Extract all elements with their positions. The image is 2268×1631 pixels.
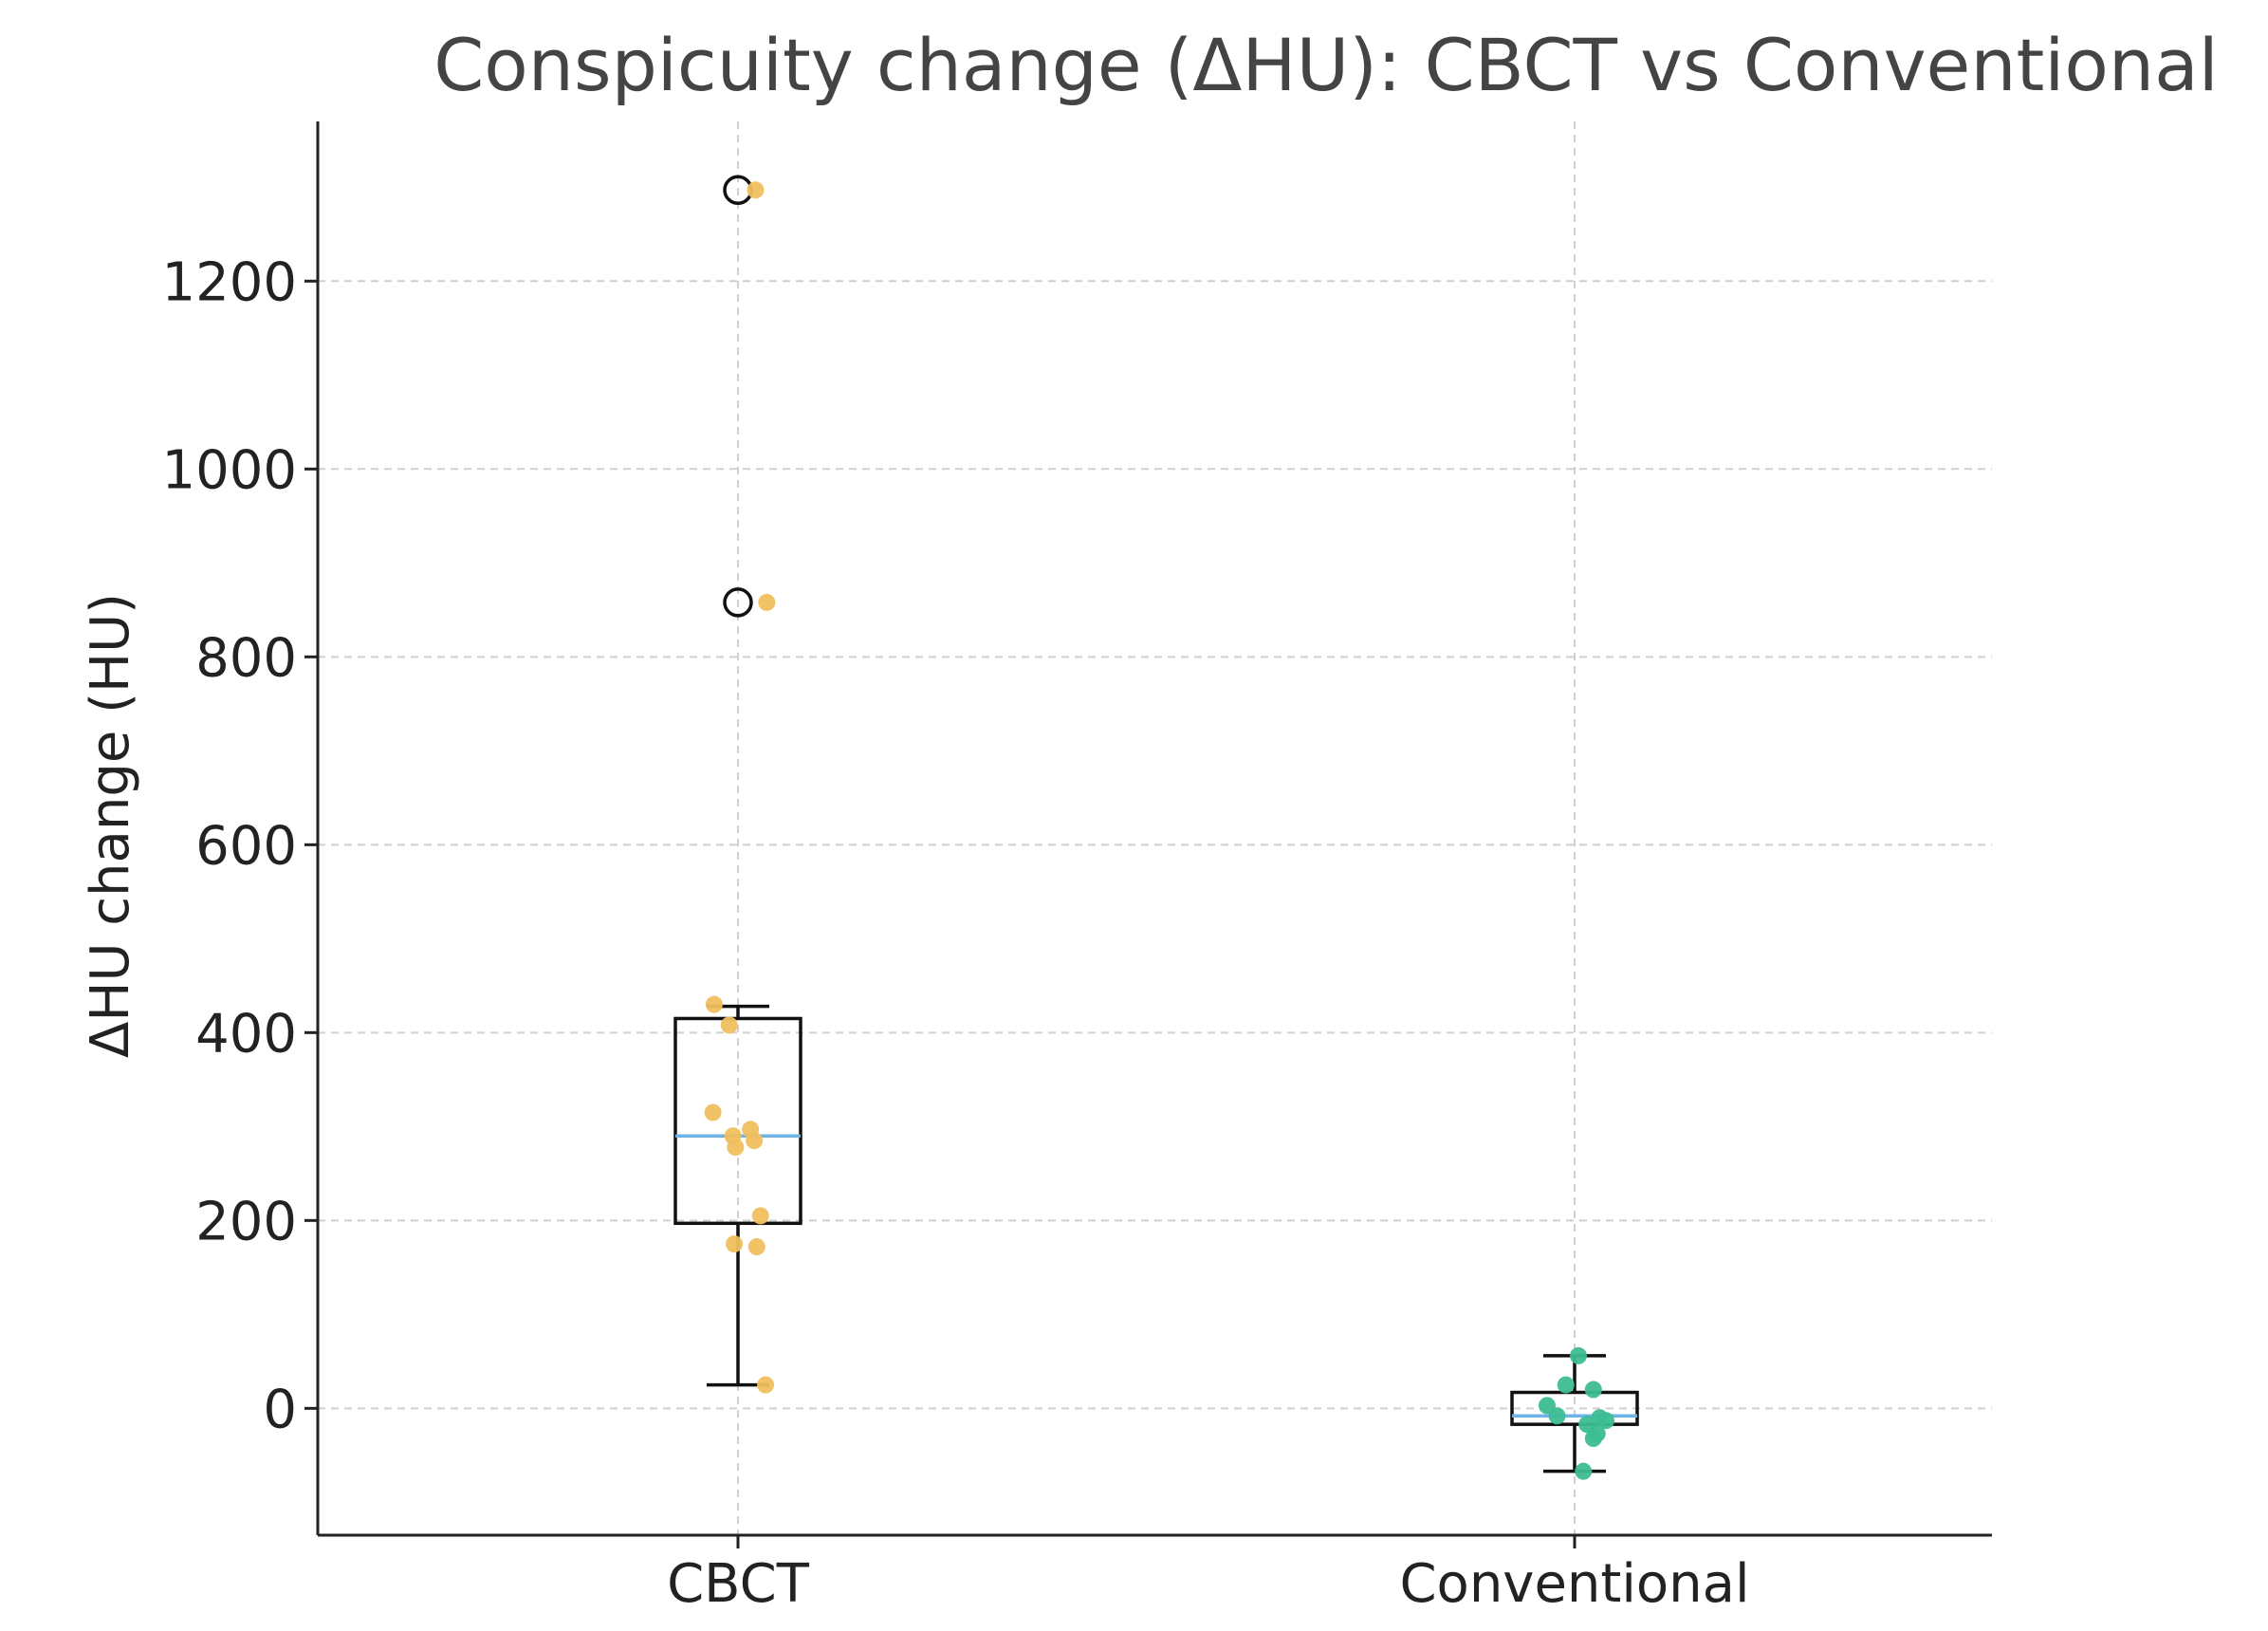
data-point <box>1548 1407 1566 1425</box>
y-tick-label: 1200 <box>161 251 297 313</box>
tick-layer: 0 200 400 600 800 1000 1200 CBCT Conventional <box>161 251 1749 1615</box>
data-point <box>1584 1430 1602 1448</box>
y-tick-label: 1000 <box>161 439 297 501</box>
y-tick-label: 800 <box>195 627 297 689</box>
y-tick-label: 0 <box>263 1379 297 1440</box>
data-point <box>747 1238 765 1256</box>
y-tick-label: 200 <box>195 1191 297 1252</box>
x-tick-label: CBCT <box>667 1553 810 1615</box>
axes-layer <box>316 121 1992 1537</box>
x-tick-label: Conventional <box>1399 1553 1749 1615</box>
data-point <box>1557 1376 1575 1394</box>
data-point <box>757 1376 775 1394</box>
data-point <box>746 1132 764 1150</box>
data-point <box>726 1235 744 1253</box>
data-point <box>747 181 765 199</box>
iqr-box <box>673 1016 802 1226</box>
data-point <box>720 1016 738 1034</box>
data-point <box>1569 1346 1587 1364</box>
data-point <box>1597 1412 1614 1430</box>
y-tick-label: 400 <box>195 1003 297 1065</box>
data-point <box>751 1207 769 1225</box>
data-point <box>704 1103 722 1121</box>
point-layer <box>704 181 1614 1480</box>
data-point <box>758 593 776 611</box>
iqr-box <box>1510 1390 1639 1426</box>
data-point <box>1584 1381 1602 1399</box>
y-axis-label: ΔHU change (HU) <box>80 593 141 1058</box>
data-point <box>1575 1462 1593 1480</box>
y-tick-label: 600 <box>195 815 297 877</box>
grid-layer <box>318 121 1992 1535</box>
data-point <box>727 1139 745 1157</box>
outlier-marker <box>723 587 753 618</box>
chart-title: Conspicuity change (ΔHU): CBCT vs Conven… <box>433 23 2219 107</box>
data-point <box>705 995 723 1013</box>
box-conventional <box>1510 1354 1639 1473</box>
